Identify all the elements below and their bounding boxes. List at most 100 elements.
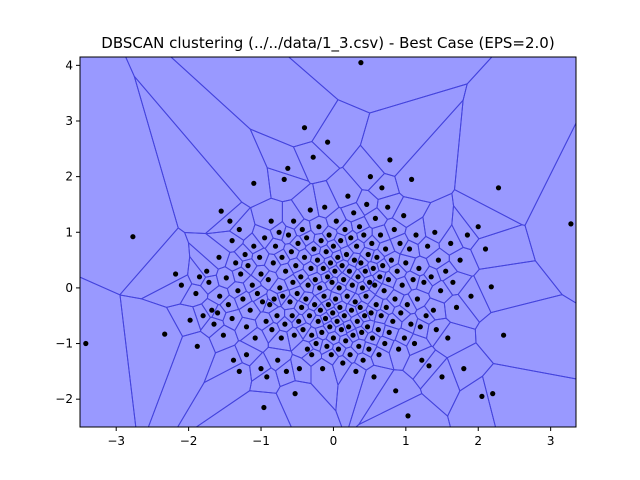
- data-point: [371, 374, 377, 380]
- data-point: [387, 157, 393, 163]
- data-point: [390, 318, 396, 324]
- data-point: [349, 282, 355, 288]
- data-point: [438, 288, 444, 294]
- data-point: [243, 352, 250, 358]
- data-point: [130, 234, 136, 240]
- data-point: [401, 213, 407, 219]
- data-point: [242, 251, 248, 258]
- data-point: [342, 226, 348, 233]
- data-point: [377, 274, 383, 280]
- data-point: [393, 388, 399, 394]
- data-point: [341, 313, 347, 319]
- data-point: [369, 335, 376, 341]
- data-point: [298, 274, 304, 280]
- data-point: [397, 240, 403, 246]
- data-point: [216, 254, 222, 260]
- data-point: [309, 332, 315, 338]
- data-point: [362, 313, 368, 319]
- data-point: [341, 277, 347, 283]
- data-point: [327, 324, 333, 330]
- data-point: [267, 302, 273, 308]
- data-point: [283, 368, 289, 374]
- data-point: [428, 274, 434, 280]
- data-point: [262, 235, 268, 241]
- x-axis: −3 −2 −1 0 1 2 3: [107, 427, 554, 448]
- data-point: [220, 332, 226, 338]
- data-point: [425, 243, 431, 249]
- data-point: [330, 335, 336, 341]
- data-point: [432, 229, 438, 235]
- data-point: [461, 366, 467, 372]
- x-tick-label: −2: [180, 434, 198, 448]
- data-point: [333, 296, 339, 302]
- data-point: [362, 268, 368, 274]
- data-point: [361, 232, 367, 238]
- data-point: [450, 279, 456, 285]
- data-point: [162, 331, 168, 337]
- data-point: [385, 277, 392, 283]
- data-point: [247, 307, 253, 313]
- data-point: [374, 254, 380, 260]
- voronoi-cell: [473, 260, 563, 314]
- data-point: [264, 374, 270, 380]
- data-point: [568, 221, 574, 227]
- data-point: [252, 335, 258, 341]
- data-point: [327, 260, 334, 266]
- data-point: [383, 246, 389, 252]
- data-point: [367, 279, 373, 285]
- data-point: [173, 271, 179, 277]
- data-point: [325, 302, 331, 308]
- data-point: [276, 229, 282, 235]
- data-point: [410, 277, 416, 283]
- data-point: [271, 296, 277, 302]
- data-point: [318, 238, 324, 244]
- data-point: [421, 279, 427, 285]
- data-point: [457, 257, 463, 263]
- y-tick-label: 0: [65, 281, 73, 295]
- data-point: [453, 304, 460, 310]
- data-point: [355, 274, 361, 280]
- data-point: [417, 324, 423, 330]
- data-point: [285, 165, 291, 171]
- y-tick-label: 3: [65, 114, 73, 128]
- data-point: [301, 254, 308, 260]
- data-point: [229, 315, 235, 322]
- data-point: [282, 321, 288, 327]
- data-point: [426, 363, 432, 369]
- data-point: [296, 366, 302, 372]
- y-axis: −2 −1 0 1 2 3 4: [55, 58, 80, 406]
- y-tick-label: 2: [65, 170, 73, 184]
- data-point: [206, 279, 212, 285]
- data-point: [279, 254, 285, 260]
- data-point: [336, 285, 342, 291]
- data-point: [346, 324, 352, 330]
- data-point: [386, 329, 392, 335]
- data-point: [385, 204, 391, 210]
- data-point: [404, 302, 410, 308]
- data-point: [354, 318, 360, 324]
- data-point: [281, 176, 287, 182]
- data-point: [347, 352, 353, 358]
- data-point: [375, 327, 381, 333]
- data-point: [338, 327, 344, 333]
- data-point: [257, 254, 263, 260]
- data-point: [243, 324, 250, 330]
- data-point: [196, 274, 203, 280]
- data-point: [332, 268, 338, 274]
- data-point: [358, 260, 364, 266]
- data-point: [354, 243, 360, 249]
- data-point: [350, 332, 356, 338]
- data-point: [218, 208, 224, 214]
- data-point: [501, 332, 507, 338]
- data-point: [317, 285, 323, 291]
- y-tick-label: −1: [55, 337, 73, 351]
- data-point: [291, 332, 297, 338]
- data-point: [312, 302, 318, 308]
- data-point: [227, 218, 233, 224]
- data-point: [200, 313, 206, 319]
- data-point: [251, 243, 257, 249]
- data-point: [409, 176, 415, 182]
- data-point: [495, 185, 502, 191]
- data-point: [236, 368, 242, 374]
